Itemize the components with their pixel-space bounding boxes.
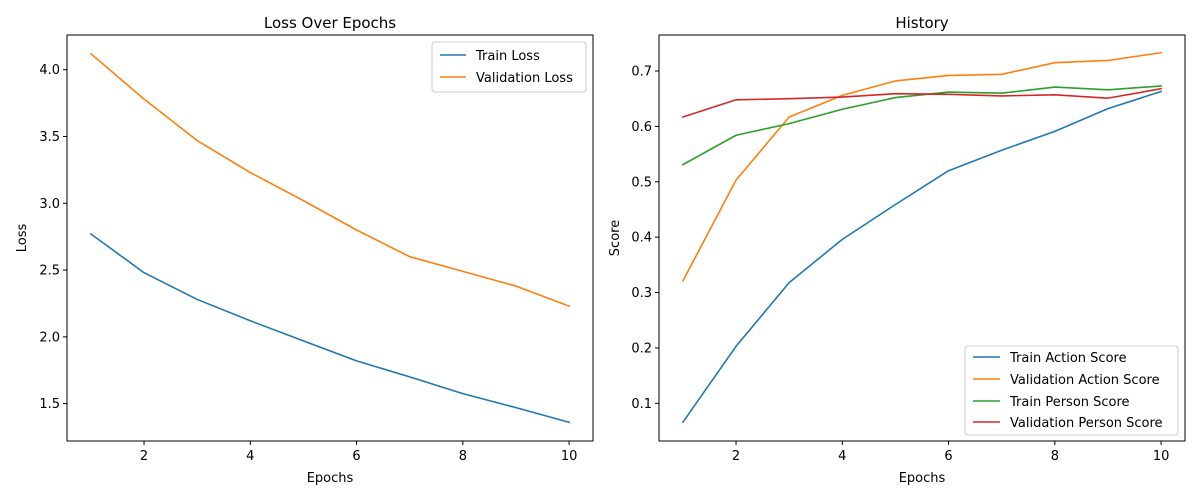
y-tick-label: 0.1 — [631, 397, 652, 412]
x-tick-label: 4 — [838, 449, 846, 464]
y-tick-label: 0.6 — [631, 120, 652, 135]
y-tick-label: 3.0 — [39, 197, 60, 212]
series-line-3 — [681, 87, 1163, 118]
x-tick-label: 4 — [246, 449, 254, 464]
series-line-2 — [681, 85, 1162, 166]
series-layer — [681, 51, 1163, 424]
legend-box — [964, 345, 1179, 436]
y-tick-label: 2.5 — [39, 264, 60, 279]
series-line-1 — [681, 51, 1162, 283]
series-layer — [89, 52, 571, 424]
series-line-0 — [681, 90, 1163, 424]
plot-frame — [66, 34, 594, 442]
y-tick-label: 0.7 — [631, 65, 652, 80]
x-tick-label: 6 — [352, 449, 360, 464]
series-line-0 — [89, 232, 571, 424]
y-tick-label: 0.3 — [631, 286, 652, 301]
legend-label-train-loss: Train Loss — [475, 49, 540, 64]
legend: Train Action Score Validation Action Sco… — [964, 345, 1179, 436]
y-tick-label: 1.5 — [39, 397, 60, 412]
y-tick-label: 0.5 — [631, 175, 652, 190]
chart-title: History — [895, 14, 948, 32]
x-tick-label: 2 — [732, 449, 740, 464]
series-line-1 — [89, 52, 571, 308]
x-tick-label: 10 — [561, 449, 578, 464]
legend-label-validation-person: Validation Person Score — [1010, 416, 1163, 431]
x-tick-label: 8 — [1051, 449, 1059, 464]
y-axis-label: Loss — [15, 224, 30, 253]
x-tick-label: 2 — [140, 449, 148, 464]
y-tick-label: 0.2 — [631, 341, 652, 356]
y-tick-label: 4.0 — [39, 63, 60, 78]
y-tick-label: 3.5 — [39, 130, 60, 145]
legend: Train Loss Validation Loss — [431, 41, 587, 93]
x-tick-label: 6 — [944, 449, 952, 464]
x-axis-label: Epochs — [899, 471, 946, 486]
y-tick-label: 2.0 — [39, 330, 60, 345]
legend-box — [431, 41, 587, 93]
legend-label-validation-action: Validation Action Score — [1010, 373, 1160, 388]
y-axis-ticks: 0.1 0.2 0.3 0.4 0.5 0.6 0.7 — [631, 65, 659, 412]
y-axis-label: Score — [608, 220, 623, 256]
chart-title: Loss Over Epochs — [264, 14, 396, 32]
loss-chart: Loss Over Epochs 2 4 6 8 10 1.5 2.0 2.5 3.0 3.5 4… — [15, 14, 594, 486]
y-axis-ticks: 1.5 2.0 2.5 3.0 3.5 4.0 — [39, 63, 67, 412]
y-tick-label: 0.4 — [631, 231, 652, 246]
x-axis-ticks: 2 4 6 8 10 — [732, 441, 1169, 464]
plot-frame — [658, 34, 1186, 442]
x-tick-label: 10 — [1153, 449, 1170, 464]
history-chart: History 2 4 6 8 10 0.1 0.2 0.3 0.4 0.5 0.6 0.7 Epo… — [608, 14, 1186, 486]
legend-label-validation-loss: Validation Loss — [476, 71, 573, 86]
x-axis-label: Epochs — [307, 471, 354, 486]
x-axis-ticks: 2 4 6 8 10 — [140, 441, 577, 464]
x-tick-label: 8 — [459, 449, 467, 464]
legend-label-train-person: Train Person Score — [1009, 395, 1130, 410]
legend-label-train-action: Train Action Score — [1009, 351, 1127, 366]
